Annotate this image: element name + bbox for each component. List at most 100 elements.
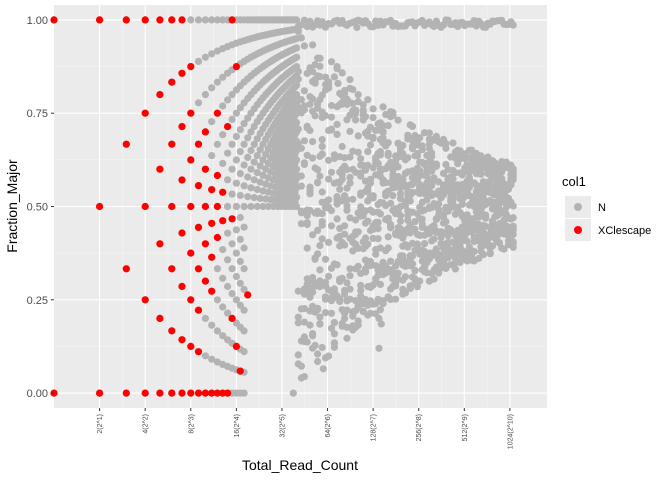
data-point-n xyxy=(232,272,240,281)
data-point-n xyxy=(247,146,255,155)
data-point-n xyxy=(349,247,357,255)
data-point-n xyxy=(303,69,311,77)
data-point-n xyxy=(352,216,360,224)
data-point-xclescape xyxy=(194,182,203,190)
data-point-n xyxy=(432,162,440,170)
data-point-n xyxy=(316,62,324,70)
data-point-n xyxy=(232,179,240,187)
data-point-n xyxy=(376,210,384,218)
data-point-xclescape xyxy=(156,314,164,322)
data-point-n xyxy=(294,67,302,75)
data-point-n xyxy=(384,233,392,241)
data-point-n xyxy=(327,58,336,66)
data-point-xclescape xyxy=(187,156,195,164)
data-point-xclescape xyxy=(168,16,176,24)
data-point-n xyxy=(430,221,438,230)
data-point-n xyxy=(509,21,517,29)
data-point-xclescape xyxy=(201,277,209,285)
data-point-n xyxy=(300,318,308,326)
data-point-n xyxy=(318,235,326,243)
data-point-n xyxy=(346,265,354,273)
data-point-n xyxy=(240,140,248,148)
data-point-n xyxy=(228,265,236,273)
data-point-xclescape xyxy=(194,306,203,314)
data-point-n xyxy=(311,112,319,120)
data-point-n xyxy=(375,344,383,352)
data-point-xclescape xyxy=(156,16,164,24)
data-point-n xyxy=(294,313,302,321)
data-point-n xyxy=(369,194,377,202)
data-point-n xyxy=(451,265,459,273)
data-point-xclescape xyxy=(224,123,232,131)
data-point-n xyxy=(379,122,387,130)
x-tick-label: 512(2^9) xyxy=(462,414,469,441)
data-point-n xyxy=(442,264,450,273)
data-point-n xyxy=(309,138,317,146)
data-point-n xyxy=(346,76,354,84)
data-point-n xyxy=(387,220,395,229)
data-point-n xyxy=(236,126,244,134)
data-point-xclescape xyxy=(236,367,244,375)
data-point-n xyxy=(244,173,252,181)
data-point-n xyxy=(394,163,402,171)
data-point-n xyxy=(354,228,362,236)
data-point-xclescape xyxy=(187,109,195,117)
data-point-n xyxy=(224,256,232,264)
data-point-n xyxy=(399,141,407,149)
data-point-n xyxy=(321,112,330,120)
data-point-xclescape xyxy=(201,128,209,136)
data-point-n xyxy=(208,16,216,24)
data-point-xclescape xyxy=(168,265,176,273)
data-point-xclescape xyxy=(224,389,232,397)
data-point-n xyxy=(374,159,382,167)
data-point-n xyxy=(482,214,490,222)
data-point-n xyxy=(309,231,317,239)
data-point-xclescape xyxy=(178,176,186,184)
data-point-n xyxy=(357,286,365,295)
data-point-xclescape xyxy=(208,253,216,261)
data-point-n xyxy=(338,142,346,151)
data-point-n xyxy=(364,96,372,104)
data-point-n xyxy=(240,306,248,314)
data-point-n xyxy=(327,309,336,317)
data-point-xclescape xyxy=(122,265,130,273)
data-point-n xyxy=(334,79,342,87)
data-point-n xyxy=(309,154,317,162)
data-point-n xyxy=(224,176,232,184)
data-point-n xyxy=(256,162,264,170)
data-point-n xyxy=(366,141,375,149)
legend: col1 N XClescape xyxy=(562,174,651,241)
data-point-n xyxy=(303,244,311,252)
data-point-n xyxy=(357,203,365,211)
data-point-xclescape xyxy=(201,202,209,211)
data-point-n xyxy=(341,241,349,249)
data-point-n xyxy=(314,250,322,258)
data-point-n xyxy=(256,146,264,154)
data-point-n xyxy=(219,274,227,282)
data-point-n xyxy=(219,246,227,254)
data-point-n xyxy=(384,139,392,147)
data-point-n xyxy=(346,173,354,181)
data-point-n xyxy=(376,165,384,173)
data-point-n xyxy=(343,334,351,342)
data-point-n xyxy=(228,140,236,148)
data-point-n xyxy=(411,267,419,275)
data-point-n xyxy=(338,175,346,183)
data-point-n xyxy=(219,332,227,340)
data-point-xclescape xyxy=(141,202,149,211)
data-point-n xyxy=(314,72,322,80)
data-point-n xyxy=(435,206,443,214)
y-tick-label: 1.00 xyxy=(27,15,48,27)
data-point-n xyxy=(318,91,326,99)
data-point-n xyxy=(379,103,387,111)
data-point-n xyxy=(346,127,354,135)
data-point-n xyxy=(387,199,395,207)
data-point-n xyxy=(293,165,301,173)
data-point-n xyxy=(423,196,431,204)
data-point-n xyxy=(449,175,457,183)
data-point-xclescape xyxy=(96,202,104,211)
data-point-xclescape xyxy=(168,140,176,148)
data-point-n xyxy=(416,277,424,285)
data-point-n xyxy=(300,137,308,145)
data-point-n xyxy=(408,122,417,130)
